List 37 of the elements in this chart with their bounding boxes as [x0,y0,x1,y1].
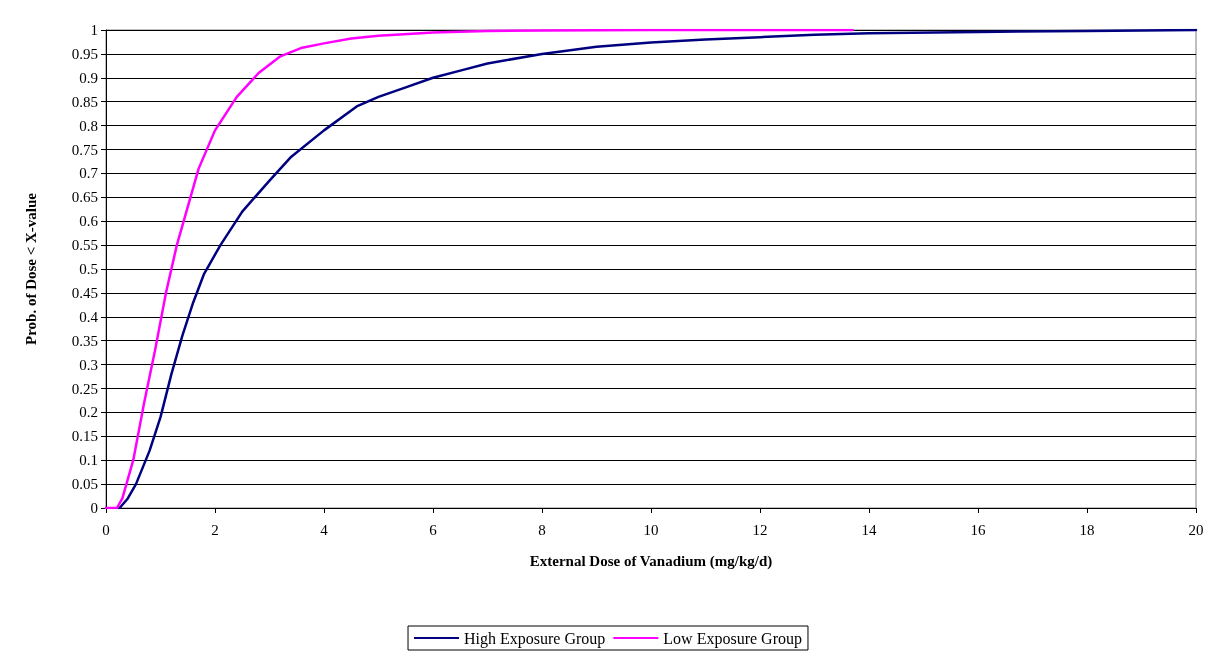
y-tick-label: 0.7 [79,165,99,182]
line-series [118,28,1198,510]
y-tick-label: 0.15 [71,428,98,445]
y-tick-label: 0.3 [79,356,98,373]
y-tick-label: 0.2 [79,404,98,421]
x-tick-label: 18 [1079,521,1095,538]
x-tick-label: 8 [538,521,546,538]
y-tick-label: 0.85 [71,93,98,110]
y-tick-label: 0.5 [79,261,98,277]
y-tick-label: 0.55 [71,237,98,254]
y-tick-label: 0.25 [71,380,98,397]
y-tick-label: 0.6 [79,213,99,230]
x-tick-label: 0 [102,521,110,538]
y-tick-label: 0.05 [71,476,98,493]
y-tick-label: 0.45 [71,284,98,301]
y-tick-label: 0.8 [79,117,98,134]
y-tick-label: 0.75 [71,141,98,158]
x-tick-label: 16 [970,521,986,538]
x-tick-label: 10 [643,521,659,538]
y-tick-label: 0.35 [71,332,98,349]
y-tick-label: 0.9 [79,69,98,86]
y-tick-label: 0 [90,500,98,516]
y-tick-label: 0.4 [79,308,99,325]
y-tick-label: 1 [90,22,98,38]
x-tick-label: 20 [1188,521,1204,538]
legend-label: High Exposure Group [464,629,606,648]
x-tick-label: 2 [211,521,219,538]
x-tick-label: 14 [861,521,877,538]
y-tick-label: 0.65 [71,189,98,206]
x-tick-label: 6 [429,521,438,538]
x-axis-title: External Dose of Vanadium (mg/kg/d) [529,552,773,570]
x-tick-label: 4 [320,521,329,538]
y-tick-label: 0.95 [71,45,98,62]
legend-label: Low Exposure Group [663,629,802,648]
x-tick-label: 12 [752,521,768,538]
y-axis-title: Prob. of Dose < X-value [22,192,39,346]
y-tick-label: 0.1 [79,452,98,469]
